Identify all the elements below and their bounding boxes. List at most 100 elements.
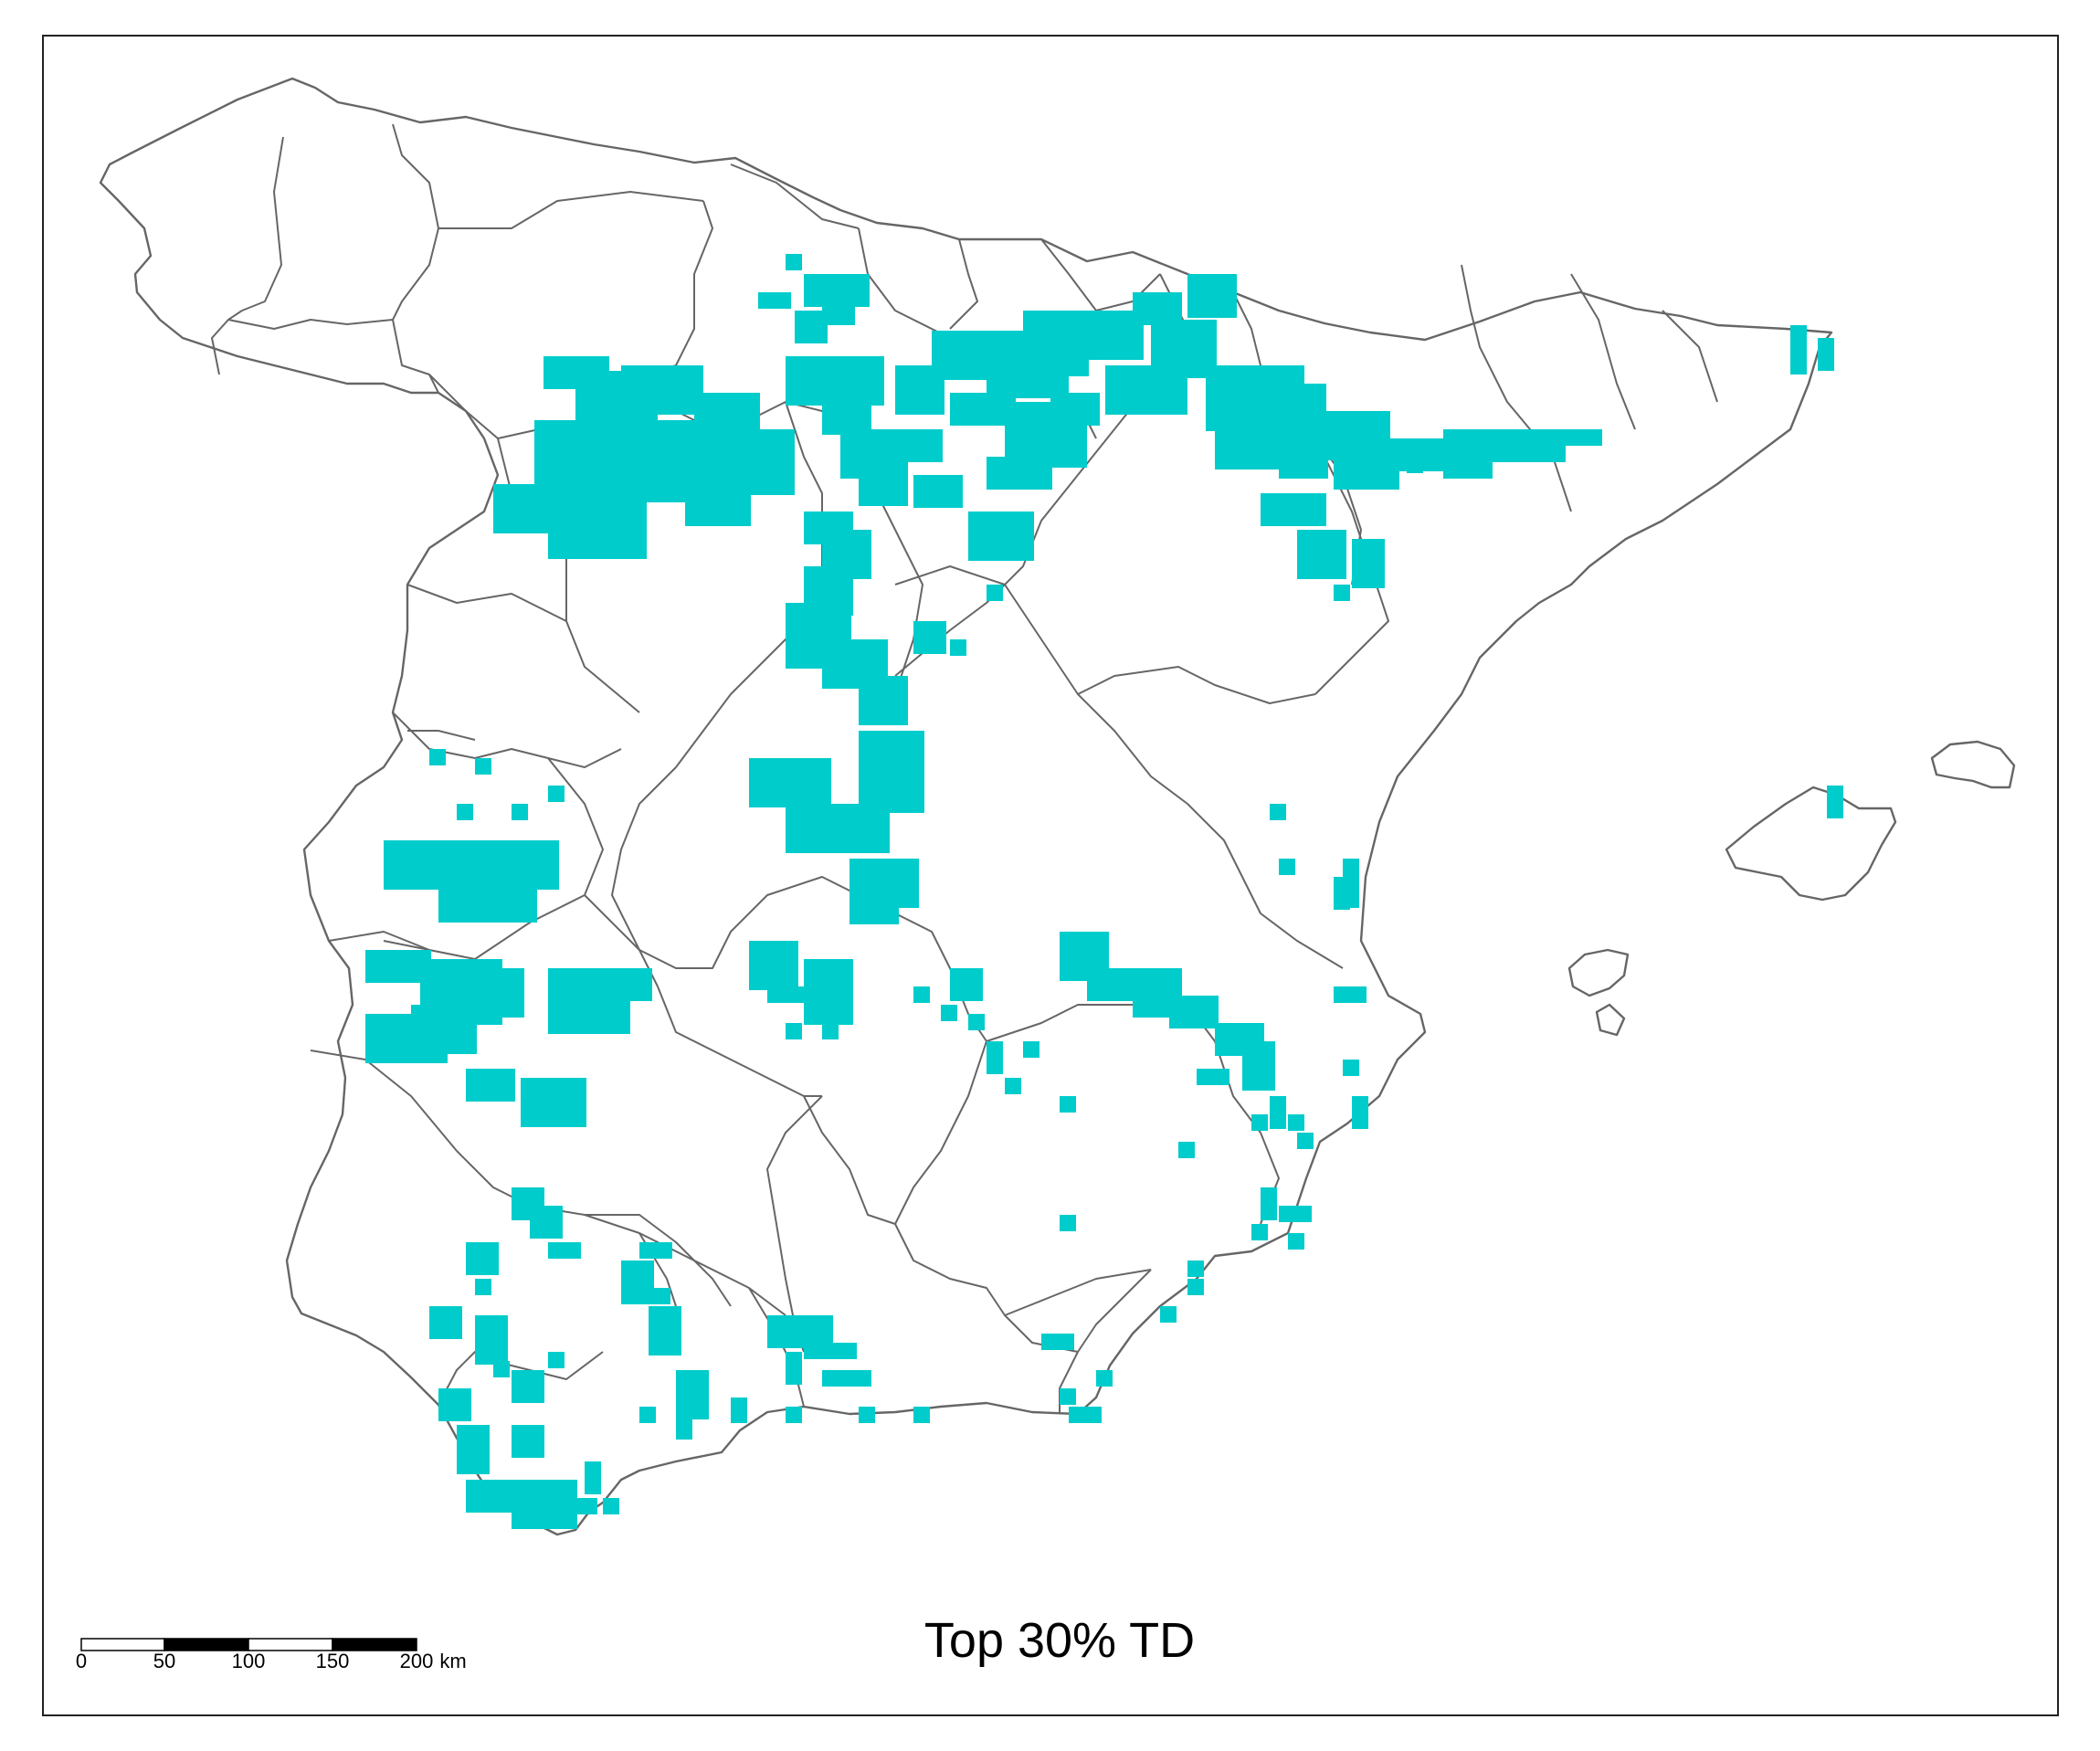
occupied-cell-block [786, 1023, 802, 1039]
occupied-cell-block [466, 1242, 499, 1275]
occupied-cell-block [913, 986, 930, 1003]
occupied-cell-block [457, 1425, 490, 1474]
occupied-cell-block [1160, 1306, 1177, 1323]
occupied-cell-block [1334, 986, 1367, 1003]
occupied-cell-block [639, 1407, 656, 1423]
occupied-cell-block [1215, 420, 1281, 469]
occupied-cell-block [987, 1041, 1003, 1074]
scale-unit: km [439, 1650, 467, 1672]
occupied-cell-block [521, 1078, 586, 1127]
occupied-cell-block [1270, 1096, 1286, 1129]
occupied-cell-block [968, 512, 1034, 561]
occupied-cell-block [786, 1407, 802, 1423]
occupied-cell-block [548, 1352, 565, 1368]
occupied-cell-block [840, 1343, 857, 1359]
occupied-cell-block [530, 1206, 563, 1239]
occupied-cell-block [859, 676, 908, 725]
occupied-cell-block [822, 1370, 871, 1387]
occupied-cell-block [548, 786, 565, 802]
occupied-cell-block [1060, 1215, 1076, 1231]
occupied-cell-block [475, 758, 491, 775]
occupied-cell-block [438, 1388, 471, 1421]
occupied-cell-block [877, 429, 943, 462]
occupied-cell-block [1023, 1041, 1039, 1058]
occupied-cell-block [1096, 1370, 1113, 1387]
occupied-cell-block [1242, 1041, 1275, 1091]
occupied-cell-block [1270, 804, 1286, 820]
occupied-cell-block [749, 941, 798, 990]
occupied-cell-block [1261, 493, 1326, 526]
occupied-cell-block [1288, 1114, 1304, 1131]
occupied-cell-block [457, 804, 473, 820]
scale-label-50: 50 [153, 1650, 176, 1672]
occupied-cell-block [987, 585, 1003, 601]
ibiza-outline [1567, 948, 1630, 997]
scale-label-100: 100 [231, 1650, 266, 1672]
occupied-cell-block [1261, 1187, 1277, 1220]
occupied-cell-block [493, 1361, 510, 1377]
occupied-cell-block [786, 1352, 802, 1385]
formentera-outline [1595, 1003, 1626, 1037]
occupied-cell-block [913, 621, 946, 654]
occupied-cell-block [1297, 1133, 1314, 1149]
occupied-cell-block [822, 1023, 839, 1039]
occupied-cell-block [859, 1407, 875, 1423]
occupied-cell-block [786, 356, 884, 406]
cell-layer [365, 254, 1843, 1529]
occupied-cell-block [950, 639, 966, 656]
occupied-cell-block [685, 493, 751, 526]
occupied-cell-block [1251, 1224, 1268, 1240]
occupied-cell-block [1187, 301, 1237, 318]
occupied-cell-block [466, 1069, 515, 1102]
spain-outline [99, 77, 1833, 1536]
occupied-cell-block [1297, 530, 1346, 579]
scale-label-200: 200 [399, 1650, 434, 1672]
occupied-cell-block [1279, 429, 1328, 479]
occupied-cell-block [895, 365, 944, 415]
occupied-cell-block [1251, 1114, 1268, 1131]
occupied-cell-block [1069, 1407, 1102, 1423]
mallorca-outline [1725, 786, 1897, 902]
occupied-cell-block [1060, 1388, 1076, 1405]
occupied-cell-block [411, 1005, 477, 1054]
occupied-cell-block [913, 475, 963, 508]
occupied-cell-block [1060, 1096, 1076, 1113]
occupied-cell-block [621, 365, 703, 415]
occupied-cell-block [1279, 1206, 1312, 1222]
occupied-cell-block [1334, 877, 1350, 910]
occupied-cell-block [475, 968, 524, 1018]
occupied-cell-block [1178, 1142, 1195, 1158]
occupied-cell-block [749, 758, 831, 807]
occupied-cell-block [512, 1370, 544, 1403]
occupied-cell-block [1343, 1060, 1359, 1076]
occupied-cell-block [676, 1407, 692, 1440]
occupied-cell-block [767, 986, 849, 1003]
occupied-cell-block [1352, 539, 1385, 588]
occupied-cell-block [1187, 1279, 1204, 1295]
occupied-cell-block [913, 1407, 930, 1423]
occupied-cell-block [429, 749, 446, 765]
occupied-cell-block [1818, 338, 1834, 371]
occupied-cell-block [731, 1398, 747, 1414]
occupied-cell-block [639, 1242, 672, 1259]
occupied-cell-block [1160, 329, 1209, 378]
occupied-cell-block [475, 1279, 491, 1295]
occupied-cell-block [859, 731, 924, 813]
occupied-cell-block [1169, 996, 1219, 1028]
occupied-cell-block [1197, 1069, 1229, 1085]
occupied-cell-block [548, 1498, 597, 1514]
occupied-cell-block [649, 1306, 681, 1355]
map-title: Top 30% TD [923, 1613, 1196, 1668]
occupied-cell-block [548, 1242, 581, 1259]
occupied-cell-block [493, 840, 559, 890]
occupied-cell-block [840, 804, 890, 853]
scale-label-0: 0 [75, 1650, 88, 1672]
occupied-cell-block [1790, 325, 1807, 374]
occupied-cell-block [822, 292, 855, 325]
menorca-outline [1930, 740, 2016, 789]
occupied-cell-block [1334, 585, 1350, 601]
occupied-cell-block [548, 493, 647, 559]
occupied-cell-block [968, 1014, 985, 1030]
occupied-cell-block [512, 1425, 544, 1458]
